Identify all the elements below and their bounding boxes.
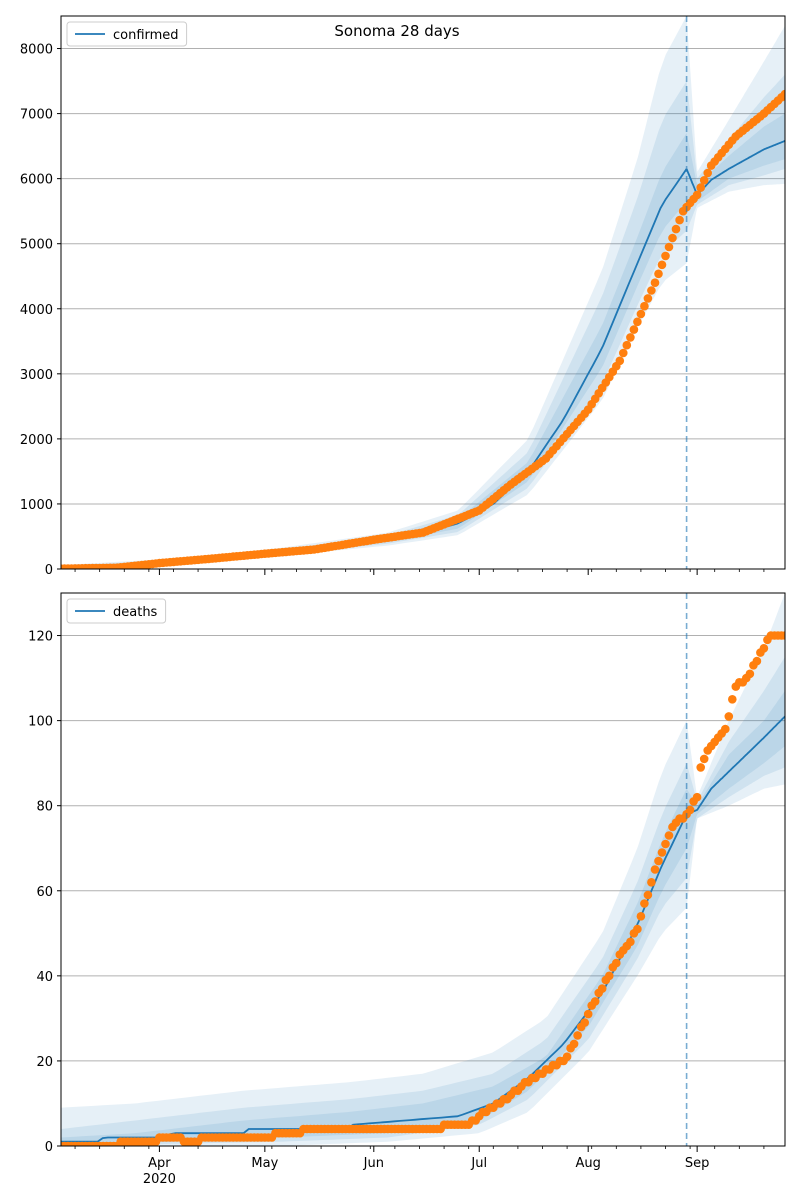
observed-point [696,183,705,192]
observed-point [657,260,667,270]
confirmed-panel: 0 1000 2000 3000 4000 5000 6000 7000 8000 confirm… [20,15,786,578]
y-tick-label: 7000 [20,108,53,123]
observed-point [699,754,709,764]
x-tick-label: Jun [363,1156,384,1171]
observed-point [636,309,646,319]
observed-point [780,89,785,99]
observed-point [703,168,712,178]
observed-point [721,724,730,734]
model-line [686,715,785,816]
legend-label: deaths [113,605,158,620]
y-tick-label: 6000 [20,173,53,188]
observed-point [650,865,660,874]
y-tick-label: 80 [36,800,53,815]
confidence-band [61,763,687,1146]
confidence-band [61,133,687,569]
axes-frame [60,15,786,570]
legend-box [66,598,167,624]
y-tick-label: 20 [36,1055,53,1070]
x-tick-label: Apr [148,1156,171,1171]
observed-point [675,215,684,225]
observed-point [699,176,709,185]
observed-point [661,251,670,261]
observed-point [640,899,649,908]
observed-point [643,890,653,900]
x-tick-label: Aug [575,1156,600,1171]
confidence-band [686,593,785,908]
observed-point [664,831,674,840]
y-tick-label: 4000 [20,303,53,318]
observed-point [664,242,674,252]
observed-point [657,848,667,857]
observed-point [562,1052,572,1061]
observed-point [626,333,635,342]
legend: confirmed [66,21,188,47]
observed-point [650,278,660,288]
y-tick-label: 8000 [20,43,53,58]
observed-point [692,792,702,802]
chart-title: Sonoma 28 days [334,22,459,40]
observed-point [647,878,656,887]
observed-point [597,984,607,993]
observed-point [633,924,642,934]
observed-point [615,356,625,366]
y-tick-label: 1000 [20,498,53,513]
legend-label: confirmed [113,28,179,43]
x-year-label: 2020 [143,1172,176,1187]
observed-point [724,712,734,721]
observed-point [780,631,785,640]
observed-point [661,839,670,849]
observed-point [626,937,635,947]
observed-point [590,997,600,1006]
observed-point [569,1039,579,1049]
observed-point [752,656,762,666]
observed-point [636,912,646,921]
observed-point [622,340,632,350]
y-tick-label: 3000 [20,368,53,383]
y-tick-label: 120 [28,630,53,645]
y-tick-label: 0 [45,563,53,578]
plot-area [61,593,785,1146]
legend-box [66,21,188,47]
observed-point [668,233,677,243]
observed-point [583,1009,593,1019]
observed-point [654,856,663,866]
observed-point [692,190,702,200]
y-tick-label: 100 [28,715,53,730]
observed-point [580,1018,589,1027]
observed-point [629,325,639,334]
observed-point [619,348,628,358]
observed-point [647,286,656,295]
observed-point [612,958,621,968]
observed-point [759,644,769,653]
observed-point [654,269,663,279]
x-tick-label: Jul [470,1156,487,1171]
confidence-band [686,656,785,878]
legend: deaths [66,598,167,624]
observed-point [605,971,614,981]
y-tick-label: 40 [36,970,53,985]
observed-point [671,224,681,234]
x-tick-label: Sep [685,1156,710,1171]
observed-point [573,1031,582,1040]
y-tick-label: 60 [36,885,53,900]
observed-point [685,805,695,815]
observed-point [728,695,737,704]
y-tick-label: 0 [45,1140,53,1155]
observed-point [643,294,653,303]
observed-point [640,301,649,311]
x-tick-label: May [251,1156,278,1171]
confidence-band [61,720,687,1146]
observed-point [633,317,642,327]
plot-area [61,16,785,569]
confidence-band [686,690,785,849]
y-tick-label: 5000 [20,238,53,253]
axes-frame [60,592,786,1147]
observed-point [696,763,705,772]
y-tick-label: 2000 [20,433,53,448]
observed-point [745,669,755,679]
